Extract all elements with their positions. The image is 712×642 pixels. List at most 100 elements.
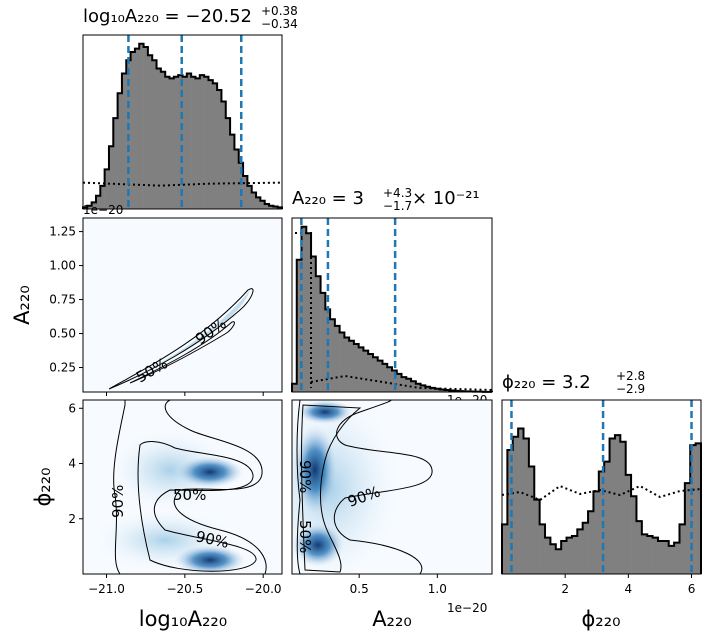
hist-bar-A <box>315 276 321 392</box>
hist-bar-logA <box>225 118 231 209</box>
hist-bar-A <box>387 367 393 392</box>
histogram-A-outline <box>291 225 493 393</box>
density-logA-A-panel: 50% 90% 0.250.500.751.001.25 A₂₂₀ <box>10 217 283 396</box>
hist-bar-A <box>396 373 402 392</box>
hist-bar-logA <box>208 80 214 209</box>
plot-background <box>83 218 282 392</box>
hist-bar-A <box>353 344 359 392</box>
hist-bar-phi <box>566 537 573 574</box>
y-tick-label-A: 1.00 <box>49 259 76 273</box>
histogram-logA-bars <box>83 43 283 210</box>
contour-50 <box>137 441 257 572</box>
hist-bar-A <box>425 386 431 392</box>
axes-frame <box>82 399 283 575</box>
x-ticks-phi: 2 4 6 <box>561 574 695 596</box>
title-logA: log₁₀A₂₂₀ = −20.52 +0.38 −0.34 <box>83 4 298 31</box>
axes-frame <box>291 399 493 575</box>
hist-bar-logA <box>147 55 153 209</box>
hist-bar-logA <box>264 204 270 209</box>
hist-bar-logA <box>139 43 144 210</box>
hist-bar-logA <box>251 192 257 209</box>
density-peak-lower <box>174 545 246 574</box>
contour-90 <box>108 288 254 390</box>
y-tick-label-A: 1.25 <box>49 225 76 239</box>
hist-bar-phi <box>620 441 626 574</box>
hist-bar-A <box>320 292 326 392</box>
contour-label-50: 50% <box>173 486 206 504</box>
title-A: A₂₂₀ = 3 +4.3 −1.7 × 10⁻²¹ <box>292 186 480 213</box>
hist-bar-A <box>349 340 355 392</box>
histogram-phi-bars <box>502 428 702 575</box>
hist-bar-logA <box>182 76 188 209</box>
hist-bar-A <box>406 378 412 392</box>
hist-bar-phi <box>657 540 664 574</box>
hist-bar-phi <box>550 544 557 574</box>
hist-bar-A <box>311 256 317 392</box>
density-peak-lower <box>292 523 344 567</box>
hist-bar-phi <box>690 445 696 574</box>
hist-bar-phi <box>555 549 562 574</box>
hist-bar-A <box>296 259 302 392</box>
hist-bar-logA <box>273 206 278 209</box>
x-tick-label-logA: −21.0 <box>88 582 125 596</box>
hist-bar-logA <box>117 93 123 209</box>
hist-bar-logA <box>256 197 261 209</box>
hist-bar-A <box>415 383 421 393</box>
hist-bar-A <box>392 370 398 392</box>
y-tick-label-phi: 6 <box>68 401 76 415</box>
y-axis-label-phi: ϕ₂₂₀ <box>31 467 55 506</box>
histogram-phi-panel: 2 4 6 ϕ₂₂₀ <box>501 399 702 631</box>
sci-offset-label-A: 1e−20 <box>447 601 487 615</box>
histogram-logA-panel: 1e−20 <box>82 34 283 217</box>
hist-bar-A <box>339 332 345 392</box>
y-tick-label-A: 0.75 <box>49 293 76 307</box>
hist-bar-logA <box>212 83 218 209</box>
quantile-lines-logA <box>127 35 243 209</box>
hist-bar-phi <box>604 461 610 574</box>
hist-bar-phi <box>561 540 567 574</box>
hist-bar-A <box>420 385 426 392</box>
histogram-logA-outline <box>82 42 283 209</box>
quantile-lines-phi <box>510 400 693 574</box>
title-logA-plus: +0.38 <box>261 4 298 18</box>
quantile-lines-A <box>300 218 397 392</box>
axes-frame <box>291 217 493 393</box>
x-ticks-A: 0.5 1.0 <box>350 574 447 596</box>
hist-bar-logA <box>191 76 196 209</box>
hist-bar-A <box>334 325 340 392</box>
hist-bar-phi <box>647 535 653 574</box>
hist-bar-phi <box>631 496 637 574</box>
hist-bar-phi <box>545 537 551 574</box>
title-phi-plus: +2.8 <box>616 369 645 383</box>
hist-bar-A <box>401 377 407 392</box>
sci-offset-label-overlap: 1e−20 <box>83 203 123 217</box>
contour-90 <box>113 400 267 574</box>
hist-bar-logA <box>247 185 253 209</box>
prior-phi-line <box>501 484 702 502</box>
x-tick-label-A: 0.5 <box>350 582 369 596</box>
x-tick-label-A: 1.0 <box>428 582 447 596</box>
hist-bar-logA <box>156 68 162 209</box>
hist-bar-logA <box>143 47 149 210</box>
hist-bar-logA <box>195 78 201 209</box>
hist-bar-logA <box>238 162 244 209</box>
hist-bar-logA <box>221 101 227 209</box>
hist-bar-phi <box>518 428 524 574</box>
density-peak-upper <box>293 425 337 515</box>
title-A-minus: −1.7 <box>383 199 412 213</box>
contour-label-90-left: 90% <box>296 460 314 493</box>
hist-bar-A <box>439 389 445 392</box>
hist-bar-logA <box>260 200 265 210</box>
axes-frame <box>82 217 283 393</box>
histogram-A-bars <box>292 226 493 393</box>
contour-90 <box>296 400 433 574</box>
hist-bar-logA <box>130 51 136 209</box>
hist-bar-A <box>368 353 374 392</box>
hist-bar-A <box>292 383 298 393</box>
x-axis-label-phi: ϕ₂₂₀ <box>581 607 620 631</box>
x-axis-label-A: A₂₂₀ <box>372 607 412 631</box>
hist-bar-logA <box>108 146 114 209</box>
hist-bar-logA <box>121 73 127 209</box>
hist-bar-A <box>344 337 350 392</box>
